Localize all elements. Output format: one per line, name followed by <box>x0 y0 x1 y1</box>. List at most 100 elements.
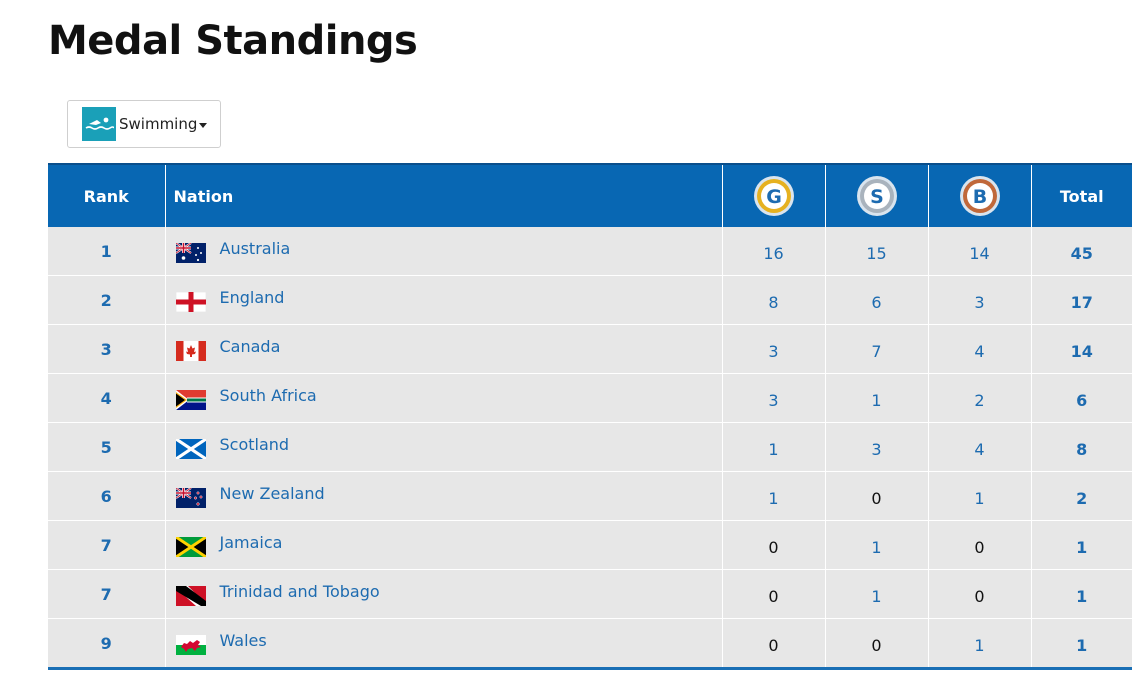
bronze-value: 4 <box>974 439 985 459</box>
total-count: 1 <box>1031 569 1132 619</box>
total-value: 8 <box>1076 439 1088 459</box>
table-row: 9 Wales 0 0 1 1 <box>48 618 1132 669</box>
bronze-count: 1 <box>928 471 1032 521</box>
gold-value: 0 <box>768 635 779 655</box>
total-value: 45 <box>1070 243 1093 263</box>
rank-cell: 1 <box>48 227 166 276</box>
nation-cell: England <box>165 275 723 325</box>
silver-value: 1 <box>871 586 882 606</box>
total-value: 1 <box>1076 537 1088 557</box>
nation-link[interactable]: Jamaica <box>219 532 283 552</box>
bronze-badge-letter: B <box>972 186 986 208</box>
gold-count: 0 <box>722 520 826 570</box>
silver-value: 0 <box>871 488 882 508</box>
gold-count: 8 <box>722 275 826 325</box>
gold-count: 0 <box>722 569 826 619</box>
new-zealand-flag-icon <box>175 488 206 508</box>
nation-link[interactable]: New Zealand <box>219 483 325 503</box>
total-value: 6 <box>1076 390 1088 410</box>
table-header-row: Rank Nation G S <box>48 163 1132 227</box>
bronze-value: 2 <box>974 390 985 410</box>
gold-value: 8 <box>768 292 779 312</box>
bronze-count: 4 <box>928 422 1032 472</box>
total-count: 8 <box>1031 422 1132 472</box>
nation-link[interactable]: Australia <box>219 238 291 258</box>
gold-value: 3 <box>768 390 779 410</box>
gold-medal-icon: G <box>753 176 794 216</box>
nation-link[interactable]: Trinidad and Tobago <box>219 581 380 601</box>
table-row: 5 Scotland 1 3 4 8 <box>48 422 1132 472</box>
total-header[interactable]: Total <box>1031 163 1132 227</box>
total-value: 1 <box>1076 586 1088 606</box>
swimmer-icon <box>82 107 116 141</box>
bronze-value: 0 <box>974 537 985 557</box>
gold-count: 3 <box>722 324 826 374</box>
table-row: 7 Trinidad and Tobago 0 1 0 1 <box>48 569 1132 619</box>
nation-cell: Canada <box>165 324 723 374</box>
bronze-value: 14 <box>969 243 990 263</box>
gold-badge-letter: G <box>766 186 782 208</box>
silver-count: 1 <box>825 373 929 423</box>
england-flag-icon <box>175 292 206 312</box>
nation-cell: Scotland <box>165 422 723 472</box>
sport-dropdown-label: Swimming <box>119 115 198 133</box>
gold-value: 1 <box>768 488 779 508</box>
gold-header[interactable]: G <box>722 163 826 227</box>
nation-cell: Wales <box>165 618 723 669</box>
nation-cell: Australia <box>165 227 723 276</box>
silver-badge-letter: S <box>870 186 884 208</box>
silver-value: 7 <box>871 341 882 361</box>
silver-count: 6 <box>825 275 929 325</box>
bronze-value: 1 <box>974 635 985 655</box>
scotland-flag-icon <box>175 439 206 459</box>
bronze-value: 3 <box>974 292 985 312</box>
silver-value: 15 <box>866 243 887 263</box>
nation-header[interactable]: Nation <box>165 163 723 227</box>
rank-cell: 7 <box>48 520 166 570</box>
silver-count: 3 <box>825 422 929 472</box>
bronze-count: 2 <box>928 373 1032 423</box>
bronze-count: 0 <box>928 569 1032 619</box>
nation-link[interactable]: England <box>219 287 285 307</box>
total-value: 17 <box>1070 292 1093 312</box>
bronze-count: 4 <box>928 324 1032 374</box>
nation-cell: Jamaica <box>165 520 723 570</box>
total-count: 1 <box>1031 520 1132 570</box>
bronze-value: 4 <box>974 341 985 361</box>
gold-value: 0 <box>768 586 779 606</box>
nation-link[interactable]: Scotland <box>219 434 290 454</box>
gold-count: 1 <box>722 422 826 472</box>
silver-header[interactable]: S <box>825 163 929 227</box>
silver-value: 1 <box>871 390 882 410</box>
bronze-count: 1 <box>928 618 1032 669</box>
rank-cell: 4 <box>48 373 166 423</box>
bronze-value: 1 <box>974 488 985 508</box>
table-row: 6 New Zealand 1 0 1 2 <box>48 471 1132 521</box>
australia-flag-icon <box>175 243 206 263</box>
nation-link[interactable]: Wales <box>219 630 267 650</box>
nation-cell: New Zealand <box>165 471 723 521</box>
silver-value: 6 <box>871 292 882 312</box>
total-count: 45 <box>1031 227 1132 276</box>
silver-count: 1 <box>825 569 929 619</box>
wales-flag-icon <box>175 635 206 655</box>
silver-count: 0 <box>825 618 929 669</box>
sport-dropdown[interactable]: Swimming <box>67 100 221 148</box>
bronze-count: 0 <box>928 520 1032 570</box>
south-africa-flag-icon <box>175 390 206 410</box>
total-count: 6 <box>1031 373 1132 423</box>
silver-medal-icon: S <box>856 176 897 216</box>
table-row: 7 Jamaica 0 1 0 1 <box>48 520 1132 570</box>
rank-header[interactable]: Rank <box>48 163 166 227</box>
gold-count: 1 <box>722 471 826 521</box>
bronze-count: 14 <box>928 227 1032 276</box>
nation-link[interactable]: South Africa <box>219 385 317 405</box>
silver-value: 0 <box>871 635 882 655</box>
bronze-header[interactable]: B <box>928 163 1032 227</box>
caret-down-icon <box>199 122 208 128</box>
nation-link[interactable]: Canada <box>219 336 281 356</box>
total-count: 14 <box>1031 324 1132 374</box>
total-count: 2 <box>1031 471 1132 521</box>
bronze-count: 3 <box>928 275 1032 325</box>
nation-cell: South Africa <box>165 373 723 423</box>
